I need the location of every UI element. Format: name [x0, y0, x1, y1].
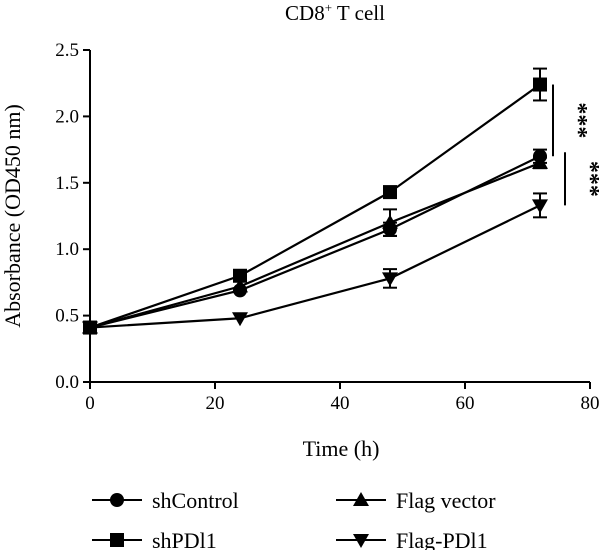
series-line-2	[89, 161, 541, 329]
legend-label-3: Flag-PDl1	[396, 528, 488, 550]
y-tick-label: 0.0	[55, 372, 79, 393]
data-point-3-0	[82, 321, 98, 336]
data-point-3-1	[232, 312, 248, 327]
significance-annotations: *** ***	[552, 84, 600, 206]
x-tick-label: 20	[206, 393, 225, 414]
legend-marker	[353, 492, 369, 506]
y-tick-label: 2.5	[55, 40, 79, 61]
legend-label-0: shControl	[152, 488, 239, 513]
legend-marker	[110, 533, 124, 547]
legend: shControl shPDl1 Flag vector Flag-PDl1	[92, 488, 496, 550]
x-axis-label: Time (h)	[303, 436, 380, 461]
y-axis-label: Absorbance (OD450 nm)	[0, 104, 25, 328]
data-point-1-3	[533, 77, 547, 92]
legend-label-2: Flag vector	[396, 488, 496, 513]
y-tick-label: 0.5	[55, 306, 79, 327]
chart-title-sup: +	[325, 0, 332, 15]
data-point-1-1	[233, 268, 247, 283]
data-point-2-1	[232, 278, 248, 293]
series-line-3	[89, 204, 541, 329]
significance-label: ***	[565, 102, 591, 138]
legend-marker	[110, 493, 124, 507]
x-tick-label: 0	[85, 393, 95, 414]
y-tick-label: 2.0	[55, 106, 79, 127]
data-point-2-3	[532, 154, 548, 169]
x-tick-label: 40	[331, 393, 350, 414]
y-tick-label: 1.0	[55, 239, 79, 260]
data-point-3-2	[382, 272, 398, 287]
chart-title-main: CD8	[285, 1, 325, 25]
axes: 0 20 40 60 80 0.0 0.5 1.0 1.5 2.0 2.5	[55, 40, 599, 414]
y-tick-label: 1.5	[55, 173, 79, 194]
x-tick-label: 80	[581, 393, 600, 414]
x-tick-label: 60	[456, 393, 475, 414]
data-point-2-2	[382, 214, 398, 229]
chart-title-rest: T cell	[332, 1, 385, 25]
series-line-1	[89, 83, 541, 329]
legend-marker	[353, 534, 369, 548]
data-point-3-3	[532, 199, 548, 214]
legend-label-1: shPDl1	[152, 528, 217, 550]
chart-title: CD8+ T cell	[285, 0, 385, 25]
data-point-1-2	[383, 185, 397, 200]
series-line-0	[89, 155, 541, 329]
plot-area	[82, 67, 548, 336]
significance-label: ***	[577, 161, 600, 197]
